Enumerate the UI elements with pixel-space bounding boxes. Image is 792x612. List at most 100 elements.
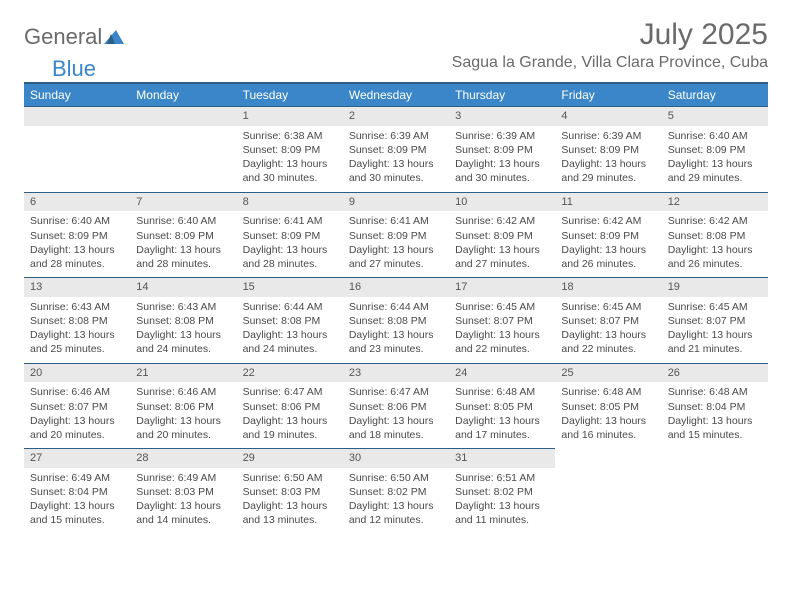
calendar-row: 20Sunrise: 6:46 AMSunset: 8:07 PMDayligh… [24,363,768,449]
day-number: 7 [130,192,236,212]
daylight-line: Daylight: 13 hours and 26 minutes. [668,243,762,271]
day-body [24,126,130,188]
brand-text-1: General [24,24,102,50]
day-number: 3 [449,106,555,126]
daylight-line: Daylight: 13 hours and 30 minutes. [243,157,337,185]
day-body: Sunrise: 6:50 AMSunset: 8:02 PMDaylight:… [343,468,449,534]
sunrise-line: Sunrise: 6:45 AM [455,300,549,314]
day-body [130,126,236,188]
day-body: Sunrise: 6:43 AMSunset: 8:08 PMDaylight:… [130,297,236,363]
sunset-line: Sunset: 8:02 PM [349,485,443,499]
daylight-line: Daylight: 13 hours and 19 minutes. [243,414,337,442]
daylight-line: Daylight: 13 hours and 28 minutes. [30,243,124,271]
day-body: Sunrise: 6:38 AMSunset: 8:09 PMDaylight:… [237,126,343,192]
calendar-cell [24,106,130,192]
calendar-cell: 1Sunrise: 6:38 AMSunset: 8:09 PMDaylight… [237,106,343,192]
sunset-line: Sunset: 8:04 PM [668,400,762,414]
sunrise-line: Sunrise: 6:41 AM [349,214,443,228]
daylight-line: Daylight: 13 hours and 16 minutes. [561,414,655,442]
sunrise-line: Sunrise: 6:40 AM [136,214,230,228]
day-body: Sunrise: 6:40 AMSunset: 8:09 PMDaylight:… [662,126,768,192]
day-header: Thursday [449,83,555,106]
sunset-line: Sunset: 8:09 PM [243,229,337,243]
sunset-line: Sunset: 8:09 PM [243,143,337,157]
sunset-line: Sunset: 8:04 PM [30,485,124,499]
calendar-cell: 22Sunrise: 6:47 AMSunset: 8:06 PMDayligh… [237,363,343,449]
calendar-cell: 18Sunrise: 6:45 AMSunset: 8:07 PMDayligh… [555,277,661,363]
day-number: 31 [449,448,555,468]
daylight-line: Daylight: 13 hours and 23 minutes. [349,328,443,356]
calendar-cell: 2Sunrise: 6:39 AMSunset: 8:09 PMDaylight… [343,106,449,192]
day-body: Sunrise: 6:40 AMSunset: 8:09 PMDaylight:… [130,211,236,277]
day-body: Sunrise: 6:47 AMSunset: 8:06 PMDaylight:… [343,382,449,448]
day-number: 5 [662,106,768,126]
sunrise-line: Sunrise: 6:51 AM [455,471,549,485]
day-number: 17 [449,277,555,297]
calendar-cell: 27Sunrise: 6:49 AMSunset: 8:04 PMDayligh… [24,448,130,534]
day-number [130,106,236,126]
sunrise-line: Sunrise: 6:47 AM [349,385,443,399]
sunset-line: Sunset: 8:08 PM [136,314,230,328]
day-number: 21 [130,363,236,383]
day-body: Sunrise: 6:49 AMSunset: 8:04 PMDaylight:… [24,468,130,534]
day-body: Sunrise: 6:43 AMSunset: 8:08 PMDaylight:… [24,297,130,363]
sunset-line: Sunset: 8:08 PM [30,314,124,328]
daylight-line: Daylight: 13 hours and 18 minutes. [349,414,443,442]
sunrise-line: Sunrise: 6:45 AM [561,300,655,314]
daylight-line: Daylight: 13 hours and 21 minutes. [668,328,762,356]
day-header: Sunday [24,83,130,106]
day-number: 9 [343,192,449,212]
calendar-cell: 12Sunrise: 6:42 AMSunset: 8:08 PMDayligh… [662,192,768,278]
day-number: 19 [662,277,768,297]
sunrise-line: Sunrise: 6:41 AM [243,214,337,228]
calendar-cell: 4Sunrise: 6:39 AMSunset: 8:09 PMDaylight… [555,106,661,192]
calendar-cell: 30Sunrise: 6:50 AMSunset: 8:02 PMDayligh… [343,448,449,534]
page-subtitle: Sagua la Grande, Villa Clara Province, C… [452,54,768,72]
day-body: Sunrise: 6:46 AMSunset: 8:06 PMDaylight:… [130,382,236,448]
sunset-line: Sunset: 8:06 PM [349,400,443,414]
daylight-line: Daylight: 13 hours and 24 minutes. [136,328,230,356]
sunrise-line: Sunrise: 6:42 AM [455,214,549,228]
day-number: 24 [449,363,555,383]
sunset-line: Sunset: 8:09 PM [136,229,230,243]
sunset-line: Sunset: 8:03 PM [243,485,337,499]
calendar-cell: 5Sunrise: 6:40 AMSunset: 8:09 PMDaylight… [662,106,768,192]
sunset-line: Sunset: 8:09 PM [455,143,549,157]
sunset-line: Sunset: 8:08 PM [243,314,337,328]
daylight-line: Daylight: 13 hours and 20 minutes. [30,414,124,442]
day-number: 22 [237,363,343,383]
day-number: 12 [662,192,768,212]
day-body: Sunrise: 6:39 AMSunset: 8:09 PMDaylight:… [555,126,661,192]
day-body: Sunrise: 6:44 AMSunset: 8:08 PMDaylight:… [237,297,343,363]
sunset-line: Sunset: 8:09 PM [561,143,655,157]
sunset-line: Sunset: 8:06 PM [136,400,230,414]
day-number: 11 [555,192,661,212]
sunrise-line: Sunrise: 6:47 AM [243,385,337,399]
calendar-cell: 9Sunrise: 6:41 AMSunset: 8:09 PMDaylight… [343,192,449,278]
daylight-line: Daylight: 13 hours and 28 minutes. [136,243,230,271]
day-number: 23 [343,363,449,383]
calendar-cell: 20Sunrise: 6:46 AMSunset: 8:07 PMDayligh… [24,363,130,449]
daylight-line: Daylight: 13 hours and 29 minutes. [668,157,762,185]
day-number: 28 [130,448,236,468]
calendar-cell: 6Sunrise: 6:40 AMSunset: 8:09 PMDaylight… [24,192,130,278]
day-body: Sunrise: 6:42 AMSunset: 8:08 PMDaylight:… [662,211,768,277]
day-header: Tuesday [237,83,343,106]
day-number: 15 [237,277,343,297]
day-body: Sunrise: 6:51 AMSunset: 8:02 PMDaylight:… [449,468,555,534]
sunset-line: Sunset: 8:09 PM [561,229,655,243]
day-number: 10 [449,192,555,212]
day-body: Sunrise: 6:42 AMSunset: 8:09 PMDaylight:… [449,211,555,277]
day-number: 20 [24,363,130,383]
daylight-line: Daylight: 13 hours and 30 minutes. [349,157,443,185]
day-body: Sunrise: 6:46 AMSunset: 8:07 PMDaylight:… [24,382,130,448]
day-number: 29 [237,448,343,468]
daylight-line: Daylight: 13 hours and 15 minutes. [30,499,124,527]
sunrise-line: Sunrise: 6:43 AM [136,300,230,314]
sunrise-line: Sunrise: 6:44 AM [243,300,337,314]
day-header: Wednesday [343,83,449,106]
sunset-line: Sunset: 8:09 PM [349,143,443,157]
calendar-cell: 3Sunrise: 6:39 AMSunset: 8:09 PMDaylight… [449,106,555,192]
sunset-line: Sunset: 8:08 PM [349,314,443,328]
sunset-line: Sunset: 8:03 PM [136,485,230,499]
